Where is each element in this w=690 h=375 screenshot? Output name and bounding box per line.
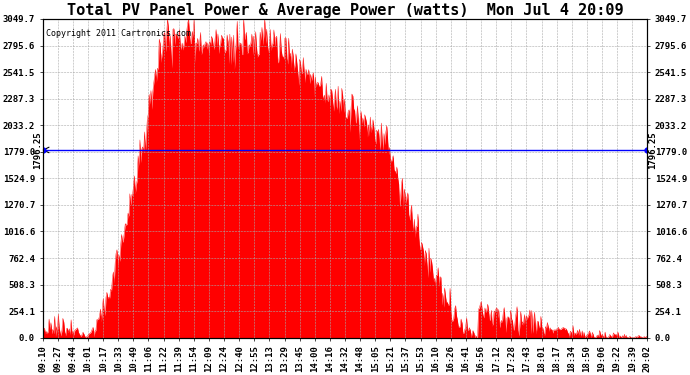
Title: Total PV Panel Power & Average Power (watts)  Mon Jul 4 20:09: Total PV Panel Power & Average Power (wa… [67, 3, 623, 18]
Text: Copyright 2011 Cartronics.com: Copyright 2011 Cartronics.com [46, 28, 190, 38]
Text: 1796.25: 1796.25 [33, 131, 42, 169]
Text: 1796.25: 1796.25 [648, 131, 657, 169]
